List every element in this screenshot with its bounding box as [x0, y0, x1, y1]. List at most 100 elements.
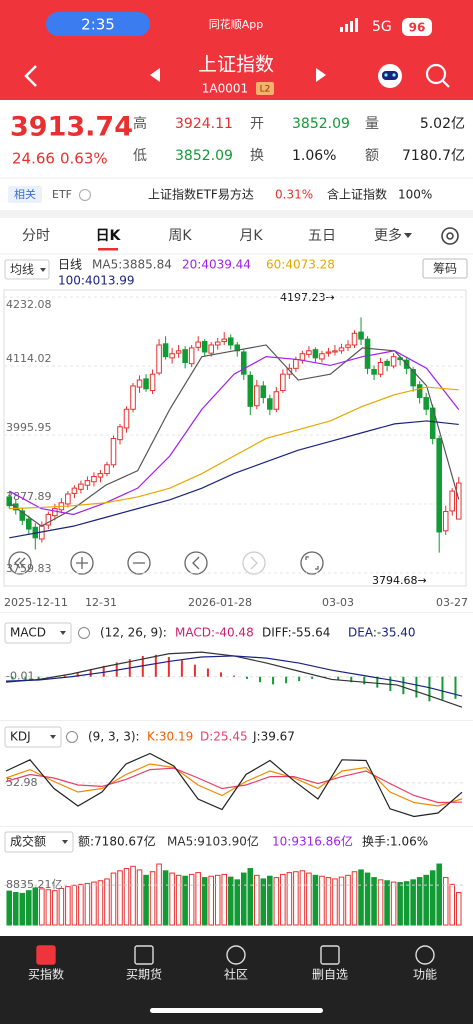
candle-body — [436, 437, 442, 533]
kdj-line — [5, 752, 463, 818]
app-name: 同花顺App — [209, 18, 264, 31]
candle-body — [286, 367, 293, 375]
volume-bar — [267, 875, 273, 926]
volume-bar — [442, 877, 449, 926]
line-label: 日线 — [58, 258, 82, 272]
nav-label[interactable]: 买指数 — [28, 967, 64, 982]
volume-bar — [390, 881, 397, 926]
candle-body — [52, 508, 58, 517]
volume-bar — [280, 873, 286, 926]
nav-label[interactable]: 社区 — [224, 967, 248, 982]
nav-label[interactable]: 功能 — [413, 968, 437, 982]
zoom-controls[interactable] — [8, 551, 324, 575]
volume-bar — [436, 863, 442, 926]
battery-level: 96 — [409, 21, 426, 35]
volume-bar — [117, 870, 123, 926]
indicator-name[interactable]: MACD — [10, 626, 46, 640]
ma-tab-box[interactable] — [4, 259, 50, 280]
volume-bar — [104, 878, 110, 926]
candle-body — [254, 385, 260, 407]
field-label: 额 — [365, 148, 379, 164]
tab[interactable]: 五日 — [308, 228, 336, 244]
index-pct: 100% — [398, 188, 432, 202]
back-button[interactable] — [24, 65, 37, 87]
volume-bar — [325, 877, 332, 926]
tab[interactable]: 日K — [96, 228, 122, 244]
nav-icon[interactable] — [134, 945, 154, 965]
y-tick-label: 3759.83 — [6, 562, 52, 575]
indicator-box[interactable] — [4, 622, 72, 644]
nav-icon[interactable] — [226, 945, 246, 965]
ma-tab[interactable]: 均线 — [10, 263, 34, 277]
ma-legend: MA5:3885.84 — [92, 258, 172, 272]
search-icon[interactable] — [425, 63, 450, 88]
tab[interactable]: 月K — [239, 228, 263, 244]
volume-bar — [175, 874, 182, 926]
candle-body — [188, 347, 195, 365]
nav-icon[interactable] — [36, 945, 56, 965]
high-annotation: 4197.23→ — [280, 291, 335, 304]
field-value: 3924.11 — [175, 116, 233, 132]
volume-bar — [293, 871, 299, 926]
candle-body — [169, 353, 175, 359]
index-name[interactable]: 含上证指数 — [327, 187, 387, 202]
dropdown-arrow — [50, 735, 56, 739]
chips-box[interactable] — [422, 258, 468, 279]
volume-bar — [97, 880, 104, 926]
divider — [0, 612, 473, 613]
nav-label[interactable]: 买期货 — [126, 967, 162, 982]
kdj-params: (9, 3, 3): — [88, 730, 140, 744]
y-tick-label: 52.98 — [6, 776, 38, 789]
change-pct: 0.63% — [60, 150, 108, 168]
kdj-line — [5, 767, 463, 804]
prev-button[interactable] — [150, 68, 160, 82]
help-icon[interactable] — [66, 731, 78, 743]
volume-bar — [260, 878, 267, 926]
macd-line — [5, 655, 463, 697]
settings-icon[interactable] — [441, 227, 459, 245]
volume-bar — [130, 865, 136, 926]
volume-bar — [188, 873, 195, 926]
volume-bar — [227, 876, 234, 926]
nav-icon[interactable] — [320, 945, 340, 965]
indicator-name[interactable]: 成交额 — [10, 834, 46, 849]
candle-body — [84, 480, 91, 486]
candle-body — [45, 513, 52, 526]
candle-body — [332, 350, 338, 353]
volume-bar — [32, 887, 39, 926]
candle-body — [227, 337, 234, 346]
ma-legend: 60:4073.28 — [266, 258, 335, 272]
ma-legend: 100:4013.99 — [58, 274, 135, 288]
volume-bar — [78, 883, 84, 926]
macd-stat: DEA:-35.40 — [348, 626, 416, 640]
help-icon[interactable] — [79, 189, 91, 201]
nav-icon[interactable] — [415, 945, 435, 965]
indicator-box[interactable] — [4, 831, 74, 853]
macd-stat: DIFF:-55.64 — [262, 626, 330, 640]
nav-label[interactable]: 删自选 — [312, 968, 348, 982]
candle-body — [364, 338, 371, 369]
candle-body — [65, 493, 71, 505]
candle-body — [162, 343, 169, 358]
fund-name[interactable]: 上证指数ETF易方达 — [148, 187, 254, 202]
indicator-box[interactable] — [4, 726, 62, 748]
field-label: 高 — [133, 115, 147, 132]
candle-body — [221, 338, 228, 342]
volume-bar — [377, 879, 384, 926]
chips[interactable]: 筹码 — [433, 262, 457, 276]
tab[interactable]: 周K — [168, 228, 192, 244]
tab-underline — [98, 248, 118, 251]
indicator-name[interactable]: KDJ — [10, 730, 31, 744]
volume-bar — [195, 872, 201, 926]
ma-line — [8, 350, 460, 516]
macd-stat: MACD:-40.48 — [175, 626, 254, 640]
robot-icon[interactable] — [378, 64, 402, 88]
candle-body — [358, 331, 364, 340]
tab[interactable]: 更多 — [374, 227, 402, 244]
candle-body — [117, 426, 123, 441]
next-button[interactable] — [316, 68, 326, 82]
candle-body — [267, 398, 273, 410]
help-icon[interactable] — [78, 627, 90, 639]
tab[interactable]: 分时 — [22, 228, 50, 244]
volume-bar — [240, 872, 247, 926]
